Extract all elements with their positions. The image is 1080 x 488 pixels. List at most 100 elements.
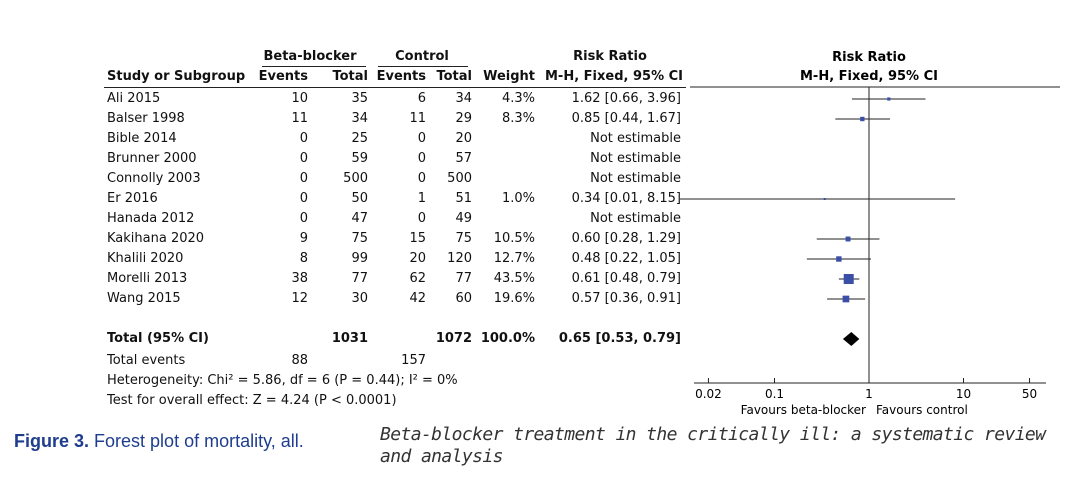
cell-rr: 0.34 [0.01, 8.15] — [571, 191, 681, 206]
cell-weight: 12.7% — [493, 251, 535, 266]
cell-study: Ali 2015 — [107, 91, 161, 106]
cell-e-events: 12 — [291, 291, 308, 306]
col-header-c-events: Events — [376, 69, 426, 84]
cell-weight: 8.3% — [501, 111, 535, 126]
heterogeneity-text: Heterogeneity: Chi² = 5.86, df = 6 (P = … — [107, 373, 458, 388]
group-underline-control — [378, 66, 468, 67]
cell-c-events: 0 — [417, 151, 426, 166]
cell-e-total: 47 — [351, 211, 368, 226]
cell-rr: 0.48 [0.22, 1.05] — [571, 251, 681, 266]
figure-caption: Beta-blocker treatment in the critically… — [380, 424, 1046, 467]
col-header-e-total: Total — [332, 69, 368, 84]
cell-e-total: 30 — [351, 291, 368, 306]
cell-study: Brunner 2000 — [107, 151, 197, 166]
cell-rr: 0.60 [0.28, 1.29] — [571, 231, 681, 246]
total-events-e: 88 — [291, 353, 308, 368]
total-rr: 0.65 [0.53, 0.79] — [558, 331, 681, 346]
cell-e-events: 10 — [291, 91, 308, 106]
cell-e-events: 8 — [299, 251, 308, 266]
header-rule — [104, 87, 686, 88]
cell-e-total: 35 — [351, 91, 368, 106]
cell-c-events: 62 — [409, 271, 426, 286]
cell-e-events: 0 — [299, 151, 308, 166]
cell-weight: 1.0% — [501, 191, 535, 206]
total-events-c: 157 — [401, 353, 426, 368]
total-events-label: Total events — [107, 353, 186, 368]
total-c-total: 1072 — [435, 331, 472, 346]
cell-weight: 43.5% — [493, 271, 535, 286]
cell-rr: 0.61 [0.48, 0.79] — [571, 271, 681, 286]
cell-e-total: 500 — [343, 171, 368, 186]
cell-e-events: 0 — [299, 211, 308, 226]
cell-rr: 0.85 [0.44, 1.67] — [571, 111, 681, 126]
col-header-weight: Weight — [483, 69, 535, 84]
cell-c-events: 1 — [417, 191, 426, 206]
cell-c-events: 6 — [417, 91, 426, 106]
effect-marker — [842, 295, 850, 303]
cell-c-events: 11 — [409, 111, 426, 126]
group-header-control: Control — [395, 49, 449, 64]
cell-rr: Not estimable — [590, 151, 681, 166]
cell-c-total: 500 — [447, 171, 472, 186]
cell-weight: 4.3% — [501, 91, 535, 106]
cell-e-total: 75 — [351, 231, 368, 246]
total-label: Total (95% CI) — [107, 331, 209, 346]
effect-marker — [860, 116, 865, 122]
cell-rr: Not estimable — [590, 211, 681, 226]
cell-study: Hanada 2012 — [107, 211, 195, 226]
cell-c-events: 0 — [417, 211, 426, 226]
cell-e-total: 25 — [351, 131, 368, 146]
cell-weight: 10.5% — [493, 231, 535, 246]
cell-e-total: 59 — [351, 151, 368, 166]
cell-c-total: 77 — [455, 271, 472, 286]
plot-subtitle: M-H, Fixed, 95% CI — [800, 69, 938, 84]
cell-study: Er 2016 — [107, 191, 158, 206]
x-tick-label: 1 — [865, 387, 873, 401]
cell-c-total: 75 — [455, 231, 472, 246]
cell-c-total: 49 — [455, 211, 472, 226]
forest-marks: 0.02 0.1 1 10 50 — [680, 87, 1046, 401]
cell-rr: Not estimable — [590, 131, 681, 146]
cell-study: Morelli 2013 — [107, 271, 188, 286]
cell-rr: 1.62 [0.66, 3.96] — [571, 91, 681, 106]
cell-c-total: 120 — [447, 251, 472, 266]
cell-c-total: 29 — [455, 111, 472, 126]
cell-c-events: 42 — [409, 291, 426, 306]
figure-title: Forest plot of mortality, all. — [94, 431, 304, 451]
col-header-rr: M-H, Fixed, 95% CI — [545, 69, 684, 84]
effect-marker — [843, 274, 854, 284]
x-tick-label: 10 — [956, 387, 971, 401]
effect-marker — [823, 198, 826, 200]
cell-c-total: 60 — [455, 291, 472, 306]
forest-table: Beta-blocker Control Risk Ratio Study or… — [104, 49, 686, 408]
effect-marker — [836, 256, 842, 262]
cell-e-total: 77 — [351, 271, 368, 286]
cell-study: Wang 2015 — [107, 291, 181, 306]
cell-c-events: 20 — [409, 251, 426, 266]
figure-label: Figure 3. Forest plot of mortality, all. — [14, 431, 304, 452]
cell-c-total: 34 — [455, 91, 472, 106]
group-header-experimental: Beta-blocker — [263, 49, 357, 64]
cell-e-events: 0 — [299, 131, 308, 146]
x-tick-label: 0.1 — [765, 387, 784, 401]
figure-number: Figure 3. — [14, 431, 90, 451]
col-header-e-events: Events — [258, 69, 308, 84]
pooled-diamond — [842, 332, 860, 346]
cell-e-events: 0 — [299, 191, 308, 206]
cell-e-events: 9 — [299, 231, 308, 246]
cell-c-events: 0 — [417, 131, 426, 146]
cell-c-events: 15 — [409, 231, 426, 246]
favours-left-label: Favours beta-blocker — [741, 403, 866, 417]
cell-rr: Not estimable — [590, 171, 681, 186]
total-weight: 100.0% — [480, 331, 535, 346]
cell-study: Connolly 2003 — [107, 171, 201, 186]
cell-e-events: 11 — [291, 111, 308, 126]
cell-e-events: 0 — [299, 171, 308, 186]
cell-c-events: 0 — [417, 171, 426, 186]
effect-marker — [845, 236, 851, 242]
effect-marker — [887, 97, 891, 101]
cell-e-events: 38 — [291, 271, 308, 286]
x-tick-label: 50 — [1022, 387, 1037, 401]
cell-c-total: 57 — [455, 151, 472, 166]
col-header-study: Study or Subgroup — [107, 69, 246, 84]
